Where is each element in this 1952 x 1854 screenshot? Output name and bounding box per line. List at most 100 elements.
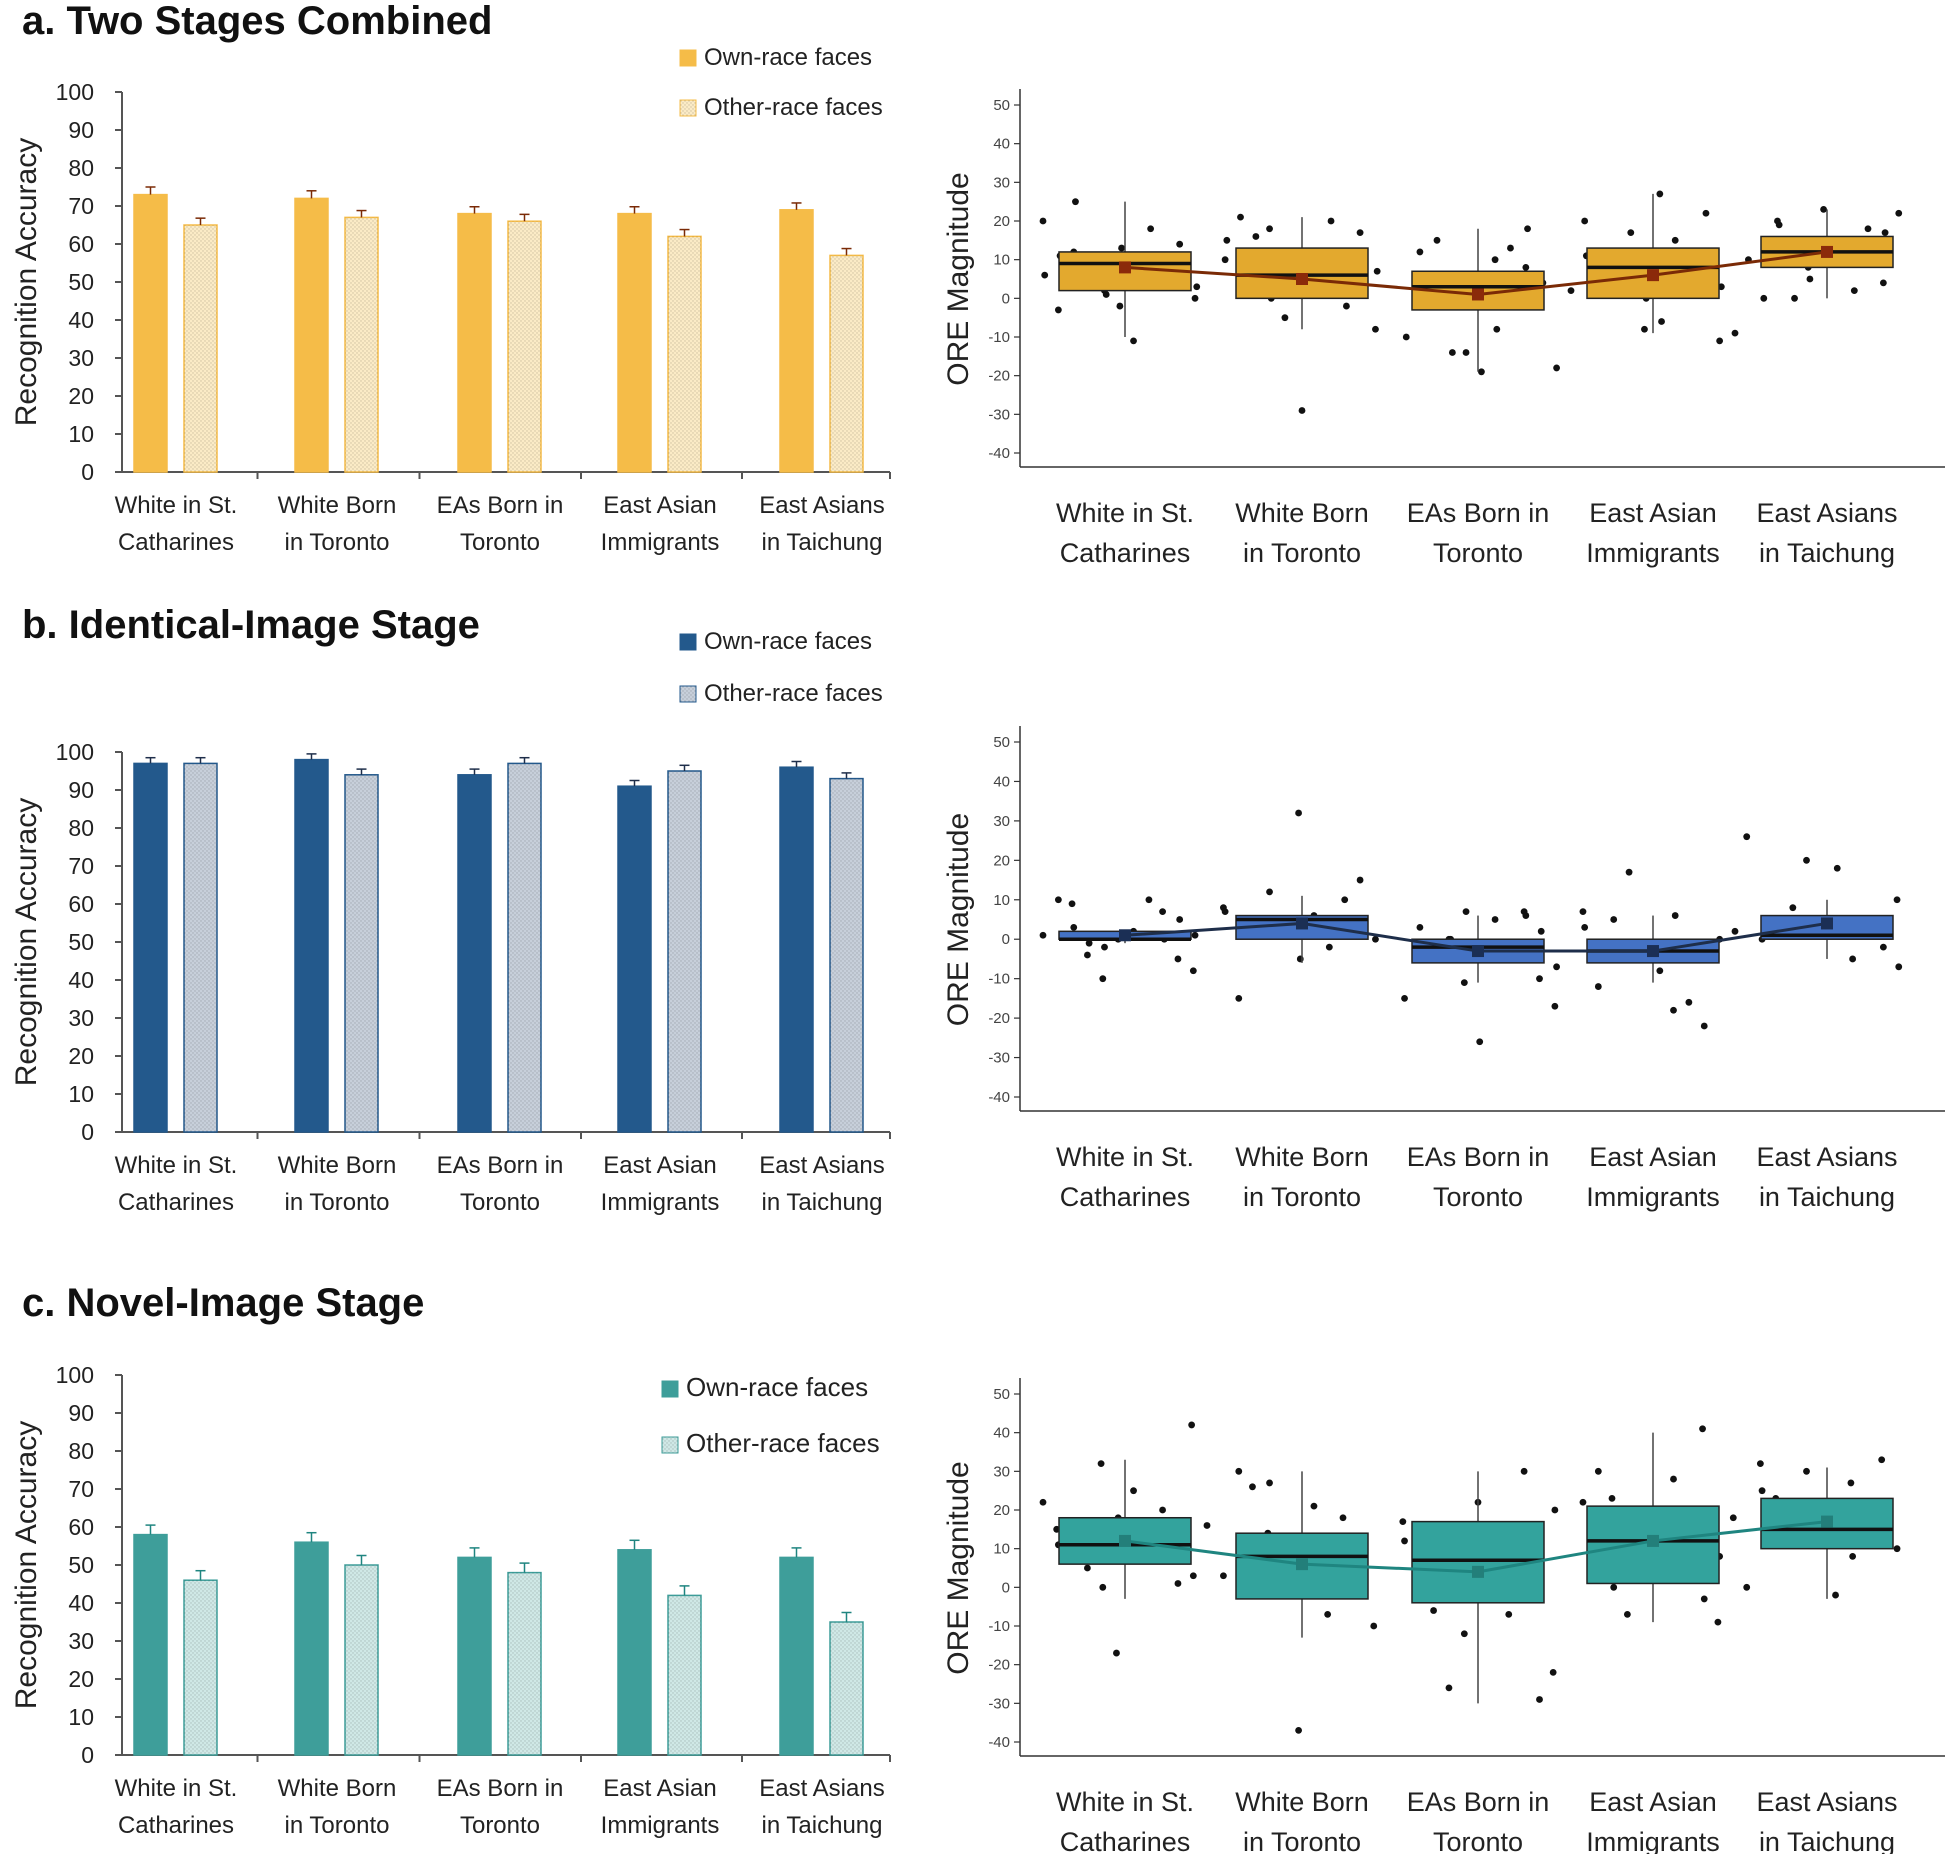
mean-marker bbox=[1821, 245, 1833, 258]
other-race-bar-texture bbox=[668, 1595, 701, 1755]
data-point bbox=[1879, 279, 1887, 287]
own-race-bar bbox=[457, 1556, 492, 1756]
data-point bbox=[1147, 225, 1155, 233]
x-tick-label: Immigrants bbox=[601, 1189, 720, 1216]
y-tick-label: -40 bbox=[988, 1734, 1010, 1751]
data-point bbox=[1820, 206, 1827, 213]
y-tick-label: 60 bbox=[68, 231, 94, 257]
x-tick-label: Toronto bbox=[1433, 538, 1523, 568]
y-tick-label: 10 bbox=[68, 1081, 94, 1107]
legend-swatch-other-texture bbox=[680, 686, 696, 702]
y-tick-label: 10 bbox=[993, 892, 1010, 909]
data-point bbox=[1493, 325, 1501, 333]
own-race-bar bbox=[294, 758, 329, 1133]
data-point bbox=[1237, 213, 1244, 221]
own-race-bar bbox=[294, 197, 329, 473]
data-point bbox=[1847, 1479, 1855, 1487]
legend-swatch-own bbox=[679, 633, 697, 651]
x-tick-label: White Born bbox=[278, 1775, 397, 1802]
data-point bbox=[1356, 229, 1364, 237]
data-point bbox=[1641, 325, 1648, 333]
y-tick-label: 100 bbox=[56, 79, 94, 105]
own-race-bar bbox=[617, 1549, 652, 1756]
other-race-bar-texture bbox=[184, 1580, 217, 1755]
legend-swatch-own bbox=[661, 1380, 679, 1398]
data-point bbox=[1298, 407, 1306, 414]
x-tick-label: Catharines bbox=[118, 1812, 234, 1839]
y-axis-label: Recognition Accuracy bbox=[10, 1421, 43, 1710]
mean-marker bbox=[1647, 945, 1659, 958]
x-tick-label: East Asians bbox=[759, 1152, 884, 1179]
y-tick-label: 70 bbox=[68, 193, 94, 219]
x-tick-label: East Asians bbox=[759, 492, 884, 519]
data-point bbox=[1729, 1514, 1737, 1522]
x-tick-label: in Toronto bbox=[285, 1812, 390, 1839]
data-point bbox=[1803, 856, 1810, 864]
data-point bbox=[1849, 1553, 1857, 1560]
y-tick-label: 10 bbox=[993, 1541, 1010, 1558]
data-point bbox=[1070, 923, 1078, 931]
mean-marker bbox=[1296, 273, 1308, 285]
data-point bbox=[1084, 951, 1091, 959]
own-race-bar bbox=[779, 1556, 814, 1756]
other-race-bar-texture bbox=[508, 763, 541, 1132]
mean-marker bbox=[1472, 1565, 1484, 1578]
y-tick-label: 10 bbox=[68, 1704, 94, 1730]
data-point bbox=[1671, 236, 1679, 244]
y-tick-label: 0 bbox=[1002, 1579, 1010, 1596]
x-tick-label: in Toronto bbox=[285, 529, 390, 556]
y-tick-label: 80 bbox=[68, 815, 94, 841]
data-point bbox=[1221, 908, 1229, 916]
data-point bbox=[1039, 931, 1047, 939]
x-tick-label: Catharines bbox=[1060, 538, 1191, 568]
data-point bbox=[1101, 943, 1108, 951]
x-tick-label: in Toronto bbox=[1243, 1827, 1361, 1854]
data-point bbox=[1324, 1611, 1332, 1618]
data-point bbox=[1743, 1583, 1751, 1591]
data-point bbox=[1041, 271, 1049, 279]
data-point bbox=[1610, 916, 1618, 923]
data-point bbox=[1756, 1460, 1764, 1467]
data-point bbox=[1791, 294, 1798, 302]
data-point bbox=[1430, 1607, 1437, 1614]
panel-b-ore-chart: 50 40 30 20 10 0 -10 -20 -30 -40 ORE Magnitude Whit… bbox=[942, 726, 1945, 1212]
y-tick-label: 50 bbox=[993, 97, 1010, 114]
own-race-bar bbox=[133, 1533, 168, 1756]
data-point bbox=[1579, 1498, 1587, 1506]
x-tick-label: in Toronto bbox=[285, 1189, 390, 1216]
data-point bbox=[1806, 275, 1814, 283]
y-tick-label: 60 bbox=[68, 891, 94, 917]
data-point bbox=[1191, 931, 1199, 939]
panel-a-ore-chart: 50 40 30 20 10 0 -10 -20 -30 -40 ORE Magnitude Whit… bbox=[942, 89, 1945, 568]
x-tick-label: EAs Born in bbox=[437, 1775, 564, 1802]
data-point bbox=[1193, 283, 1201, 291]
x-tick-label: Immigrants bbox=[601, 1812, 720, 1839]
x-tick-label: East Asians bbox=[1756, 498, 1897, 528]
mean-marker bbox=[1647, 269, 1659, 282]
y-tick-label: -10 bbox=[988, 971, 1010, 988]
x-tick-label: Toronto bbox=[1433, 1182, 1523, 1212]
data-point bbox=[1522, 264, 1530, 271]
data-point bbox=[1176, 916, 1184, 923]
y-tick-label: 40 bbox=[68, 307, 94, 333]
data-point bbox=[1656, 967, 1664, 975]
x-tick-label: EAs Born in bbox=[1407, 1142, 1550, 1172]
y-tick-label: 30 bbox=[68, 1005, 94, 1031]
panel-c-title: c. Novel-Image Stage bbox=[22, 1281, 424, 1325]
x-tick-label: Toronto bbox=[460, 529, 540, 556]
x-tick-label: White Born bbox=[1235, 1787, 1369, 1817]
x-tick-label: White Born bbox=[1235, 1142, 1369, 1172]
data-point bbox=[1849, 955, 1857, 963]
data-point bbox=[1159, 1506, 1166, 1514]
data-point bbox=[1594, 1467, 1602, 1475]
own-race-bar bbox=[133, 762, 168, 1133]
data-point bbox=[1266, 1479, 1273, 1487]
data-point bbox=[1832, 1591, 1839, 1599]
x-tick-label: White in St. bbox=[1056, 1787, 1194, 1817]
data-point bbox=[1699, 1425, 1706, 1433]
data-point bbox=[1522, 912, 1530, 919]
y-tick-label: 20 bbox=[68, 1043, 94, 1069]
y-tick-label: 90 bbox=[68, 117, 94, 143]
data-point bbox=[1700, 1022, 1708, 1030]
mean-marker bbox=[1647, 1534, 1659, 1547]
